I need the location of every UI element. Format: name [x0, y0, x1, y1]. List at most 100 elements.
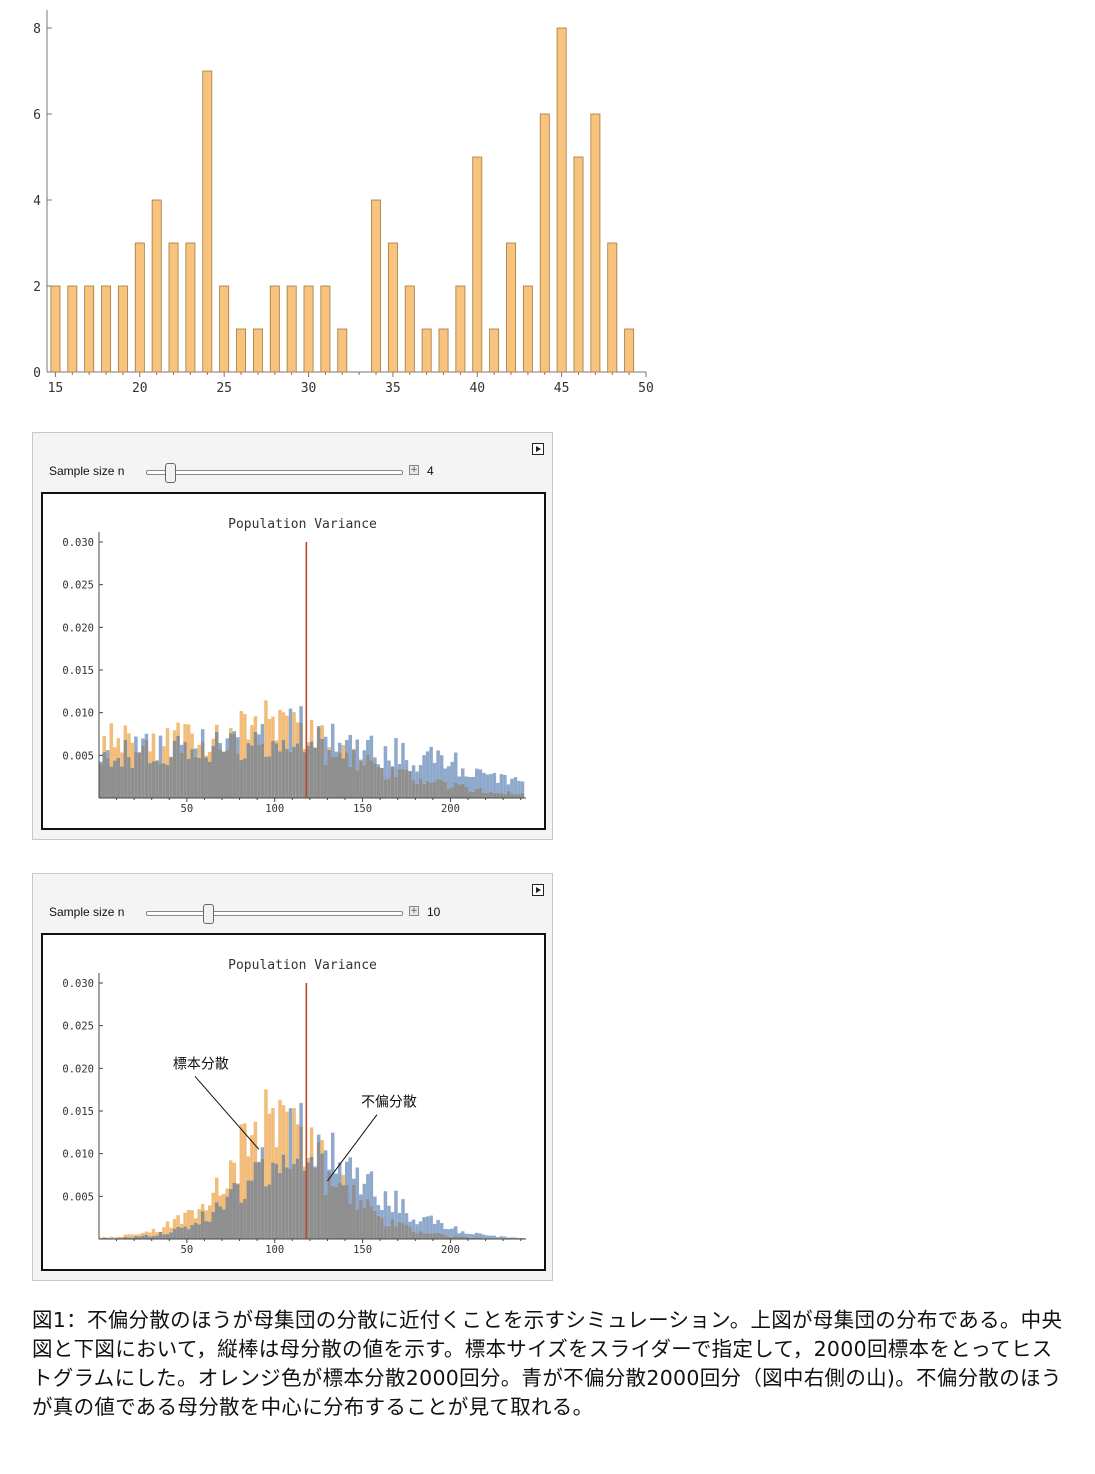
histogram-overlap-bar: [313, 1167, 317, 1239]
histogram-overlap-bar: [397, 768, 402, 798]
histogram-overlap-bar: [460, 783, 465, 798]
histogram-bar: [232, 731, 237, 735]
bar: [371, 199, 381, 373]
histogram-overlap-bar: [197, 758, 201, 798]
histogram-overlap-bar: [260, 1158, 265, 1239]
histogram-overlap-bar: [225, 750, 230, 798]
histogram-overlap-bar: [394, 776, 398, 798]
x-tick-label: 40: [469, 381, 485, 396]
histogram-overlap-bar: [162, 763, 166, 798]
histogram-bar: [243, 713, 247, 759]
histogram-bar: [418, 765, 423, 779]
histogram-bar: [179, 1223, 184, 1228]
histogram-bar: [411, 1219, 416, 1232]
histogram-bar: [197, 1209, 201, 1225]
histogram-bar: [288, 708, 293, 752]
histogram-bar: [475, 768, 479, 789]
histogram-overlap-bar: [179, 752, 184, 798]
histogram-bar: [397, 1212, 402, 1222]
histogram-bar: [109, 1236, 114, 1239]
histogram-bar: [401, 1199, 405, 1224]
histogram-overlap-bar: [460, 1236, 465, 1239]
histogram-bar: [327, 1169, 331, 1172]
histogram-overlap-bar: [401, 769, 405, 798]
histogram-bar: [485, 1235, 490, 1239]
slider-label: Sample size n: [49, 905, 125, 919]
histogram-bar: [489, 1235, 493, 1239]
histogram-bar: [193, 1218, 198, 1223]
histogram-bar: [295, 1124, 300, 1159]
histogram-overlap-bar: [155, 1235, 159, 1239]
histogram-bar: [397, 763, 402, 769]
histogram-overlap-bar: [281, 739, 286, 798]
histogram-overlap-bar: [204, 1221, 208, 1239]
histogram-bar: [510, 1237, 514, 1239]
sample-size-slider[interactable]: [146, 904, 403, 924]
histogram-overlap-bar: [207, 1221, 212, 1239]
histogram-bar: [214, 724, 219, 732]
variance-histogram: Population Variance 0.005 0.010 0.015 0.020 0…: [62, 517, 526, 815]
bar: [489, 328, 500, 373]
histogram-bar: [172, 1219, 177, 1229]
histogram-overlap-bar: [489, 792, 493, 798]
histogram-bar: [323, 736, 328, 765]
panel-options-icon[interactable]: [532, 884, 544, 896]
panel-options-icon[interactable]: [532, 443, 544, 455]
histogram-overlap-bar: [148, 1236, 152, 1239]
histogram-bar: [211, 1192, 215, 1213]
histogram-bar: [141, 738, 145, 746]
histogram-overlap-bar: [190, 749, 194, 798]
histogram-bar: [172, 730, 177, 741]
slider-expand-icon[interactable]: +: [409, 906, 419, 916]
histogram-overlap-bar: [425, 781, 430, 798]
histogram-overlap-bar: [267, 1184, 272, 1239]
histogram-overlap-bar: [330, 1185, 335, 1239]
histogram-overlap-bar: [394, 1226, 398, 1239]
histogram-bar: [485, 774, 490, 793]
histogram-bar: [429, 746, 433, 783]
histogram-overlap-bar: [506, 1237, 511, 1239]
x-tick-label: 100: [265, 1244, 284, 1256]
slider-thumb[interactable]: [164, 463, 176, 483]
y-tick-label: 6: [33, 108, 41, 123]
histogram-bar: [253, 716, 258, 733]
histogram-bar: [218, 743, 223, 750]
histogram-overlap-bar: [236, 1184, 240, 1239]
histogram-overlap-bar: [134, 1236, 138, 1239]
histogram-bar: [109, 723, 114, 767]
histogram-overlap-bar: [482, 792, 486, 798]
histogram-bar: [468, 1234, 472, 1238]
histogram-bar: [471, 1234, 476, 1238]
histogram-overlap-bar: [345, 1185, 349, 1239]
histogram-overlap-bar: [387, 778, 391, 798]
histogram-overlap-bar: [429, 782, 433, 798]
histogram-overlap-bar: [380, 768, 384, 798]
histogram-overlap-bar: [499, 793, 504, 798]
histogram-overlap-bar: [274, 1163, 279, 1239]
variance-histogram: Population Variance 0.005 0.010 0.015 0.020 0…: [62, 958, 526, 1256]
histogram-bar: [274, 1147, 279, 1164]
histogram-overlap-bar: [271, 740, 275, 798]
y-tick-label: 0.015: [62, 1106, 94, 1118]
histogram-overlap-bar: [274, 743, 279, 798]
histogram-overlap-bar: [359, 760, 363, 798]
histogram-overlap-bar: [197, 1224, 201, 1239]
histogram-overlap-bar: [323, 1194, 328, 1239]
histogram-bar: [362, 750, 367, 766]
histogram-overlap-bar: [229, 733, 233, 798]
slider-thumb[interactable]: [203, 904, 215, 924]
histogram-overlap-bar: [513, 794, 518, 798]
histogram-bar: [432, 1223, 437, 1234]
slider-expand-icon[interactable]: +: [409, 465, 419, 475]
histogram-overlap-bar: [295, 1158, 300, 1239]
histogram-bar: [366, 1174, 370, 1199]
histogram-bar: [120, 752, 124, 767]
bar: [320, 285, 331, 373]
histogram-bar: [176, 1215, 180, 1227]
histogram-bar: [337, 742, 342, 753]
histogram-overlap-bar: [246, 1180, 251, 1239]
histogram-overlap-bar: [134, 751, 138, 798]
bar: [134, 242, 145, 373]
sample-size-slider[interactable]: [146, 463, 403, 483]
histogram-bar: [116, 738, 121, 758]
